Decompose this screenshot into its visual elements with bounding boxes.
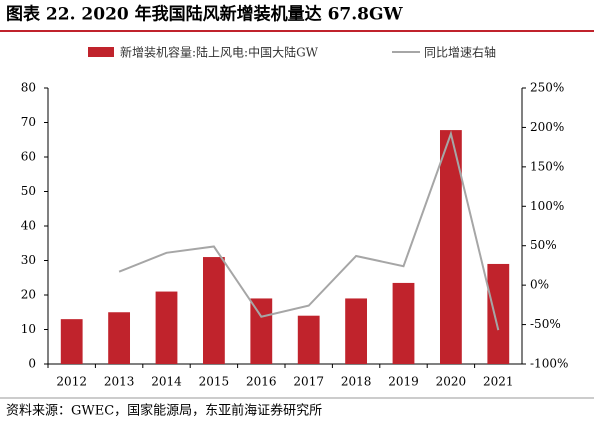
y-tick-label: 40 xyxy=(21,219,36,233)
bar xyxy=(392,282,415,364)
x-tick-label: 2017 xyxy=(293,375,324,389)
bar xyxy=(155,291,178,364)
y2-tick-label: 50% xyxy=(530,238,557,252)
x-tick-label: 2015 xyxy=(199,375,230,389)
legend-label: 新增装机容量:陆上风电:中国大陆GW xyxy=(120,45,319,60)
bar xyxy=(202,257,225,364)
x-tick-label: 2018 xyxy=(341,375,372,389)
x-tick-label: 2012 xyxy=(56,375,87,389)
bar xyxy=(345,298,368,364)
y-tick-label: 0 xyxy=(28,357,36,371)
source-note: 资料来源：GWEC，国家能源局，东亚前海证券研究所 xyxy=(6,403,322,419)
y-tick-label: 80 xyxy=(21,81,36,95)
y-tick-label: 70 xyxy=(21,115,36,129)
bar xyxy=(250,298,273,364)
y-tick-label: 60 xyxy=(21,150,36,164)
y-tick-label: 50 xyxy=(21,184,36,198)
chart-title: 图表 22. 2020 年我国陆风新增装机量达 67.8GW xyxy=(6,4,403,25)
y2-tick-label: 150% xyxy=(530,159,564,173)
y-tick-label: 20 xyxy=(21,288,36,302)
bar xyxy=(487,263,510,364)
x-tick-label: 2014 xyxy=(151,375,182,389)
legend-label: 同比增速右轴 xyxy=(424,45,496,60)
line xyxy=(118,130,500,331)
y2-tick-label: 200% xyxy=(530,120,564,134)
y2-tick-label: -50% xyxy=(530,317,561,331)
y-tick-label: 30 xyxy=(21,253,36,267)
x-tick-label: 2021 xyxy=(483,375,514,389)
y2-tick-label: 100% xyxy=(530,199,564,213)
bar xyxy=(60,319,83,364)
legend-swatch xyxy=(88,47,114,57)
y2-tick-label: 0% xyxy=(530,278,549,292)
x-tick-label: 2016 xyxy=(246,375,277,389)
y2-tick-label: -100% xyxy=(530,357,568,371)
y2-tick-label: 250% xyxy=(530,81,564,95)
x-tick-label: 2013 xyxy=(104,375,135,389)
x-tick-label: 2020 xyxy=(436,375,467,389)
y-tick-label: 10 xyxy=(21,322,36,336)
bar xyxy=(108,312,131,364)
x-tick-label: 2019 xyxy=(388,375,419,389)
bar xyxy=(439,130,462,364)
bar xyxy=(297,315,320,364)
